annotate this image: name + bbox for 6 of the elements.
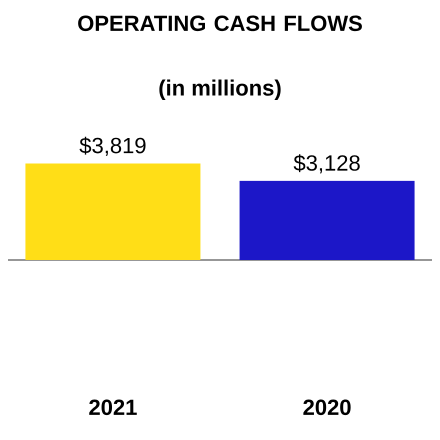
x-tick-label: 2021 <box>89 400 137 416</box>
chart-title: OPERATING CASH FLOWS <box>78 16 362 32</box>
data-label: $3,128 <box>294 154 360 174</box>
chart-subtitle: (in millions) <box>159 80 281 100</box>
x-tick-label: 2020 <box>303 400 351 416</box>
data-label: $3,819 <box>80 136 146 156</box>
